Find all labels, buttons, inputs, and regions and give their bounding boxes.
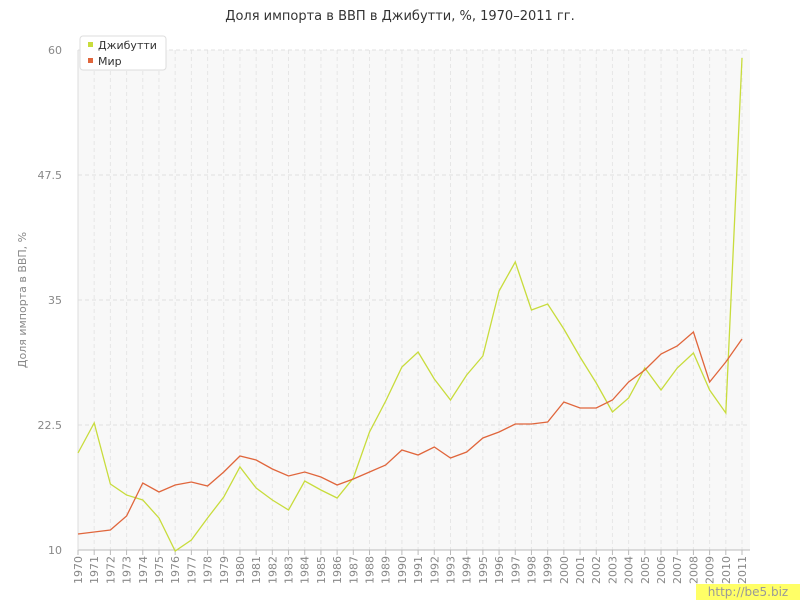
x-tick-label: 1997 <box>509 556 522 584</box>
chart-title: Доля импорта в ВВП в Джибутти, %, 1970–2… <box>225 9 574 24</box>
x-tick-label: 1988 <box>364 556 377 584</box>
x-tick-label: 2010 <box>720 556 733 584</box>
x-tick-label: 1985 <box>315 556 328 584</box>
x-tick-label: 1984 <box>299 556 312 584</box>
x-tick-label: 1999 <box>542 556 555 584</box>
x-tick-label: 1990 <box>396 556 409 584</box>
x-tick-label: 1978 <box>202 556 215 584</box>
y-tick-label: 22.5 <box>38 419 63 432</box>
watermark: http://be5.biz <box>708 585 788 599</box>
x-tick-label: 2006 <box>655 556 668 584</box>
legend-label: Мир <box>98 55 122 68</box>
x-tick-label: 2002 <box>590 556 603 584</box>
legend-box <box>79 35 167 71</box>
x-tick-label: 1982 <box>266 556 279 584</box>
x-tick-label: 1983 <box>283 556 296 584</box>
x-tick-label: 2000 <box>558 556 571 584</box>
x-tick-label: 1987 <box>347 556 360 584</box>
x-tick-label: 1970 <box>72 556 85 584</box>
x-tick-label: 1998 <box>525 556 538 584</box>
x-tick-label: 2004 <box>623 556 636 584</box>
x-tick-label: 2003 <box>606 556 619 584</box>
x-tick-label: 1996 <box>493 556 506 584</box>
x-tick-label: 1992 <box>428 556 441 584</box>
x-tick-label: 2005 <box>639 556 652 584</box>
x-tick-label: 1971 <box>88 556 101 584</box>
x-tick-label: 1994 <box>461 556 474 584</box>
y-tick-label: 35 <box>48 294 62 307</box>
x-tick-label: 1995 <box>477 556 490 584</box>
legend-swatch <box>88 42 93 47</box>
y-tick-label: 47.5 <box>38 169 63 182</box>
legend-swatch <box>88 58 93 63</box>
x-tick-label: 1986 <box>331 556 344 584</box>
legend-label: Джибутти <box>98 39 157 52</box>
x-tick-label: 1991 <box>412 556 425 584</box>
x-tick-label: 2001 <box>574 556 587 584</box>
series-line <box>77 330 743 535</box>
x-tick-label: 1973 <box>121 556 134 584</box>
x-tick-label: 1981 <box>250 556 263 584</box>
y-tick-label: 60 <box>48 44 62 57</box>
x-tick-label: 1979 <box>218 556 231 584</box>
x-tick-label: 1972 <box>104 556 117 584</box>
x-tick-label: 2009 <box>704 556 717 584</box>
x-tick-label: 1976 <box>169 556 182 584</box>
x-tick-label: 2007 <box>671 556 684 584</box>
x-tick-label: 1993 <box>444 556 457 584</box>
y-tick-label: 10 <box>48 544 62 557</box>
x-tick-label: 1975 <box>153 556 166 584</box>
x-tick-label: 1974 <box>137 556 150 584</box>
x-tick-label: 1989 <box>380 556 393 584</box>
series-line <box>77 57 743 552</box>
x-tick-label: 2008 <box>687 556 700 584</box>
x-tick-label: 1977 <box>185 556 198 584</box>
y-axis-label: Доля импорта в ВВП, % <box>16 232 29 368</box>
watermark-bg <box>696 584 800 600</box>
x-tick-label: 2011 <box>736 556 749 584</box>
x-tick-label: 1980 <box>234 556 247 584</box>
